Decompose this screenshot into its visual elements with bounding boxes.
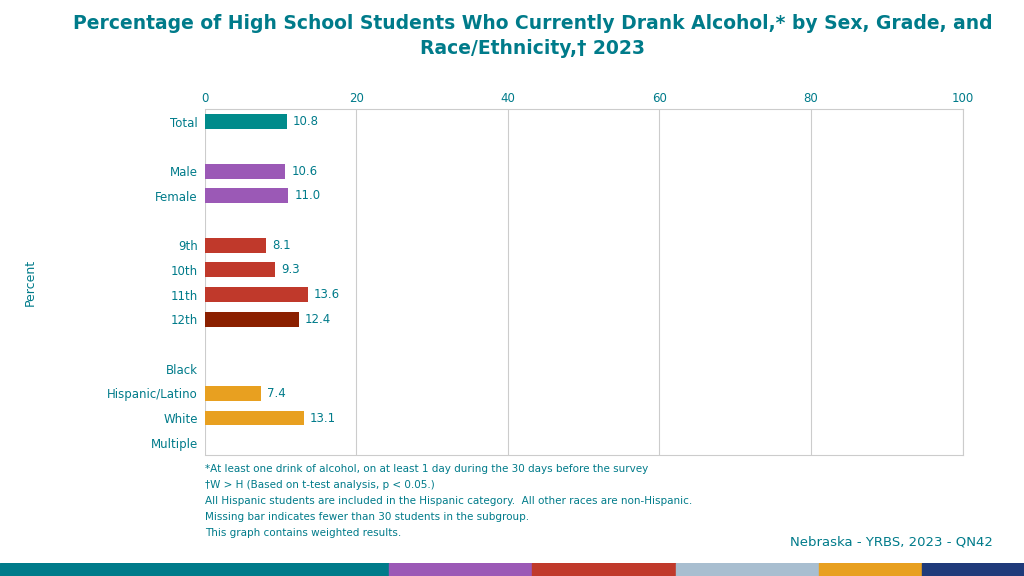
Text: 9.3: 9.3	[282, 263, 300, 276]
Text: 11.0: 11.0	[294, 190, 321, 202]
Bar	[205, 411, 304, 426]
Bar	[205, 115, 287, 129]
Bar	[205, 263, 275, 277]
Text: 10.6: 10.6	[291, 165, 317, 177]
Text: Missing bar indicates fewer than 30 students in the subgroup.: Missing bar indicates fewer than 30 stud…	[205, 512, 529, 522]
Bar	[205, 238, 266, 253]
Bar	[676, 563, 819, 576]
Text: 13.1: 13.1	[310, 411, 336, 425]
Text: This graph contains weighted results.: This graph contains weighted results.	[205, 528, 401, 538]
Bar	[819, 563, 922, 576]
Bar	[205, 188, 288, 203]
Text: Percent: Percent	[25, 259, 37, 306]
Bar	[532, 563, 676, 576]
Bar	[205, 386, 261, 401]
Text: 10.8: 10.8	[293, 115, 318, 128]
Bar	[389, 563, 532, 576]
Text: All Hispanic students are included in the Hispanic category.  All other races ar: All Hispanic students are included in th…	[205, 496, 692, 506]
Text: 12.4: 12.4	[305, 313, 331, 326]
Text: 8.1: 8.1	[272, 238, 291, 252]
Bar	[205, 287, 308, 302]
Bar	[205, 312, 299, 327]
Text: Percentage of High School Students Who Currently Drank Alcohol,* by Sex, Grade, : Percentage of High School Students Who C…	[73, 14, 992, 58]
Text: †W > H (Based on t-test analysis, p < 0.05.): †W > H (Based on t-test analysis, p < 0.…	[205, 480, 434, 490]
Bar	[0, 563, 389, 576]
Bar	[205, 164, 285, 179]
Text: *At least one drink of alcohol, on at least 1 day during the 30 days before the : *At least one drink of alcohol, on at le…	[205, 464, 648, 473]
Text: Nebraska - YRBS, 2023 - QN42: Nebraska - YRBS, 2023 - QN42	[791, 535, 993, 548]
Text: 13.6: 13.6	[314, 288, 340, 301]
Text: 7.4: 7.4	[267, 387, 286, 400]
Bar	[922, 563, 1024, 576]
